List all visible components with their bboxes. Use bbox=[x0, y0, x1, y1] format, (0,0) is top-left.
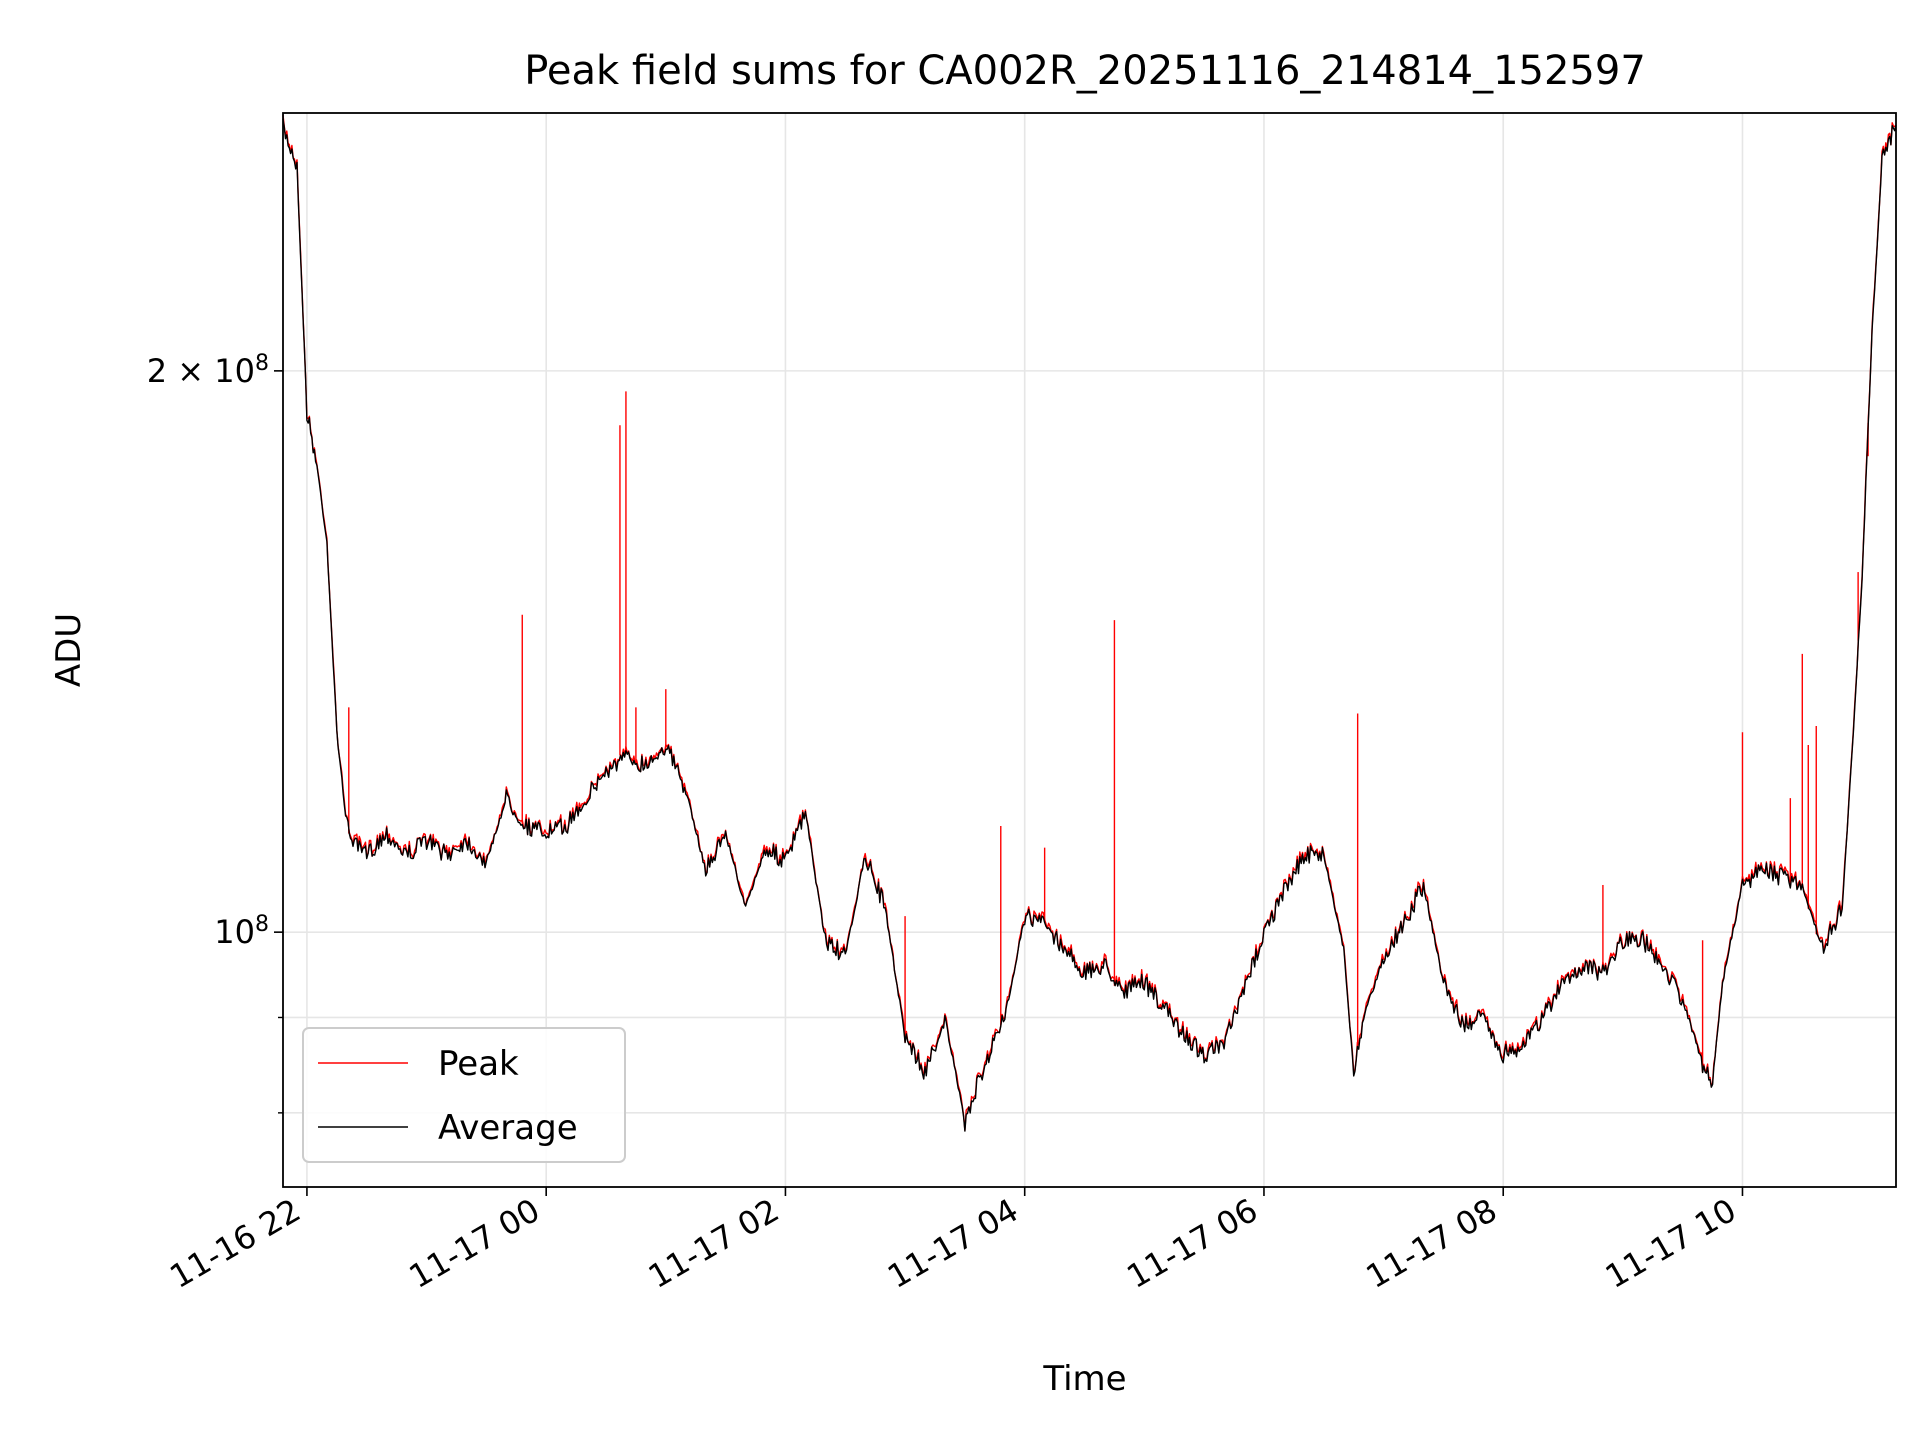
x-tick-label: 11-17 10 bbox=[1599, 1191, 1743, 1296]
x-tick-label: 11-17 00 bbox=[403, 1191, 547, 1296]
legend-average-label: Average bbox=[438, 1108, 578, 1148]
average-series-line bbox=[282, 118, 1897, 1132]
y-axis-label: ADU bbox=[49, 613, 89, 687]
x-axis-ticks: 11-16 22 11-17 00 11-17 02 11-17 04 11-17 06… bbox=[163, 1187, 1744, 1296]
chart-title: Peak field sums for CA002R_20251116_2148… bbox=[524, 48, 1646, 94]
x-tick-label: 11-17 06 bbox=[1120, 1191, 1264, 1296]
x-axis-label: Time bbox=[1042, 1359, 1126, 1399]
peak-series-line bbox=[282, 114, 1897, 1132]
average-series bbox=[282, 118, 1897, 1132]
x-tick-label: 11-16 22 bbox=[163, 1191, 307, 1296]
legend-peak-label: Peak bbox=[438, 1044, 519, 1084]
legend-box bbox=[302, 1027, 626, 1163]
x-tick-label: 11-17 04 bbox=[881, 1191, 1025, 1296]
plot-frame bbox=[282, 112, 1897, 1188]
peak-series bbox=[282, 114, 1897, 1132]
y-axis-ticks: 108 2 × 108 bbox=[147, 350, 283, 1114]
y-tick-label: 108 bbox=[214, 912, 269, 952]
x-tick-label: 11-17 02 bbox=[642, 1191, 786, 1296]
x-tick-label: 11-17 08 bbox=[1360, 1191, 1504, 1296]
grid-lines bbox=[283, 113, 1896, 1187]
legend: Peak Average bbox=[302, 1027, 626, 1163]
y-tick-label: 2 × 108 bbox=[147, 350, 269, 390]
